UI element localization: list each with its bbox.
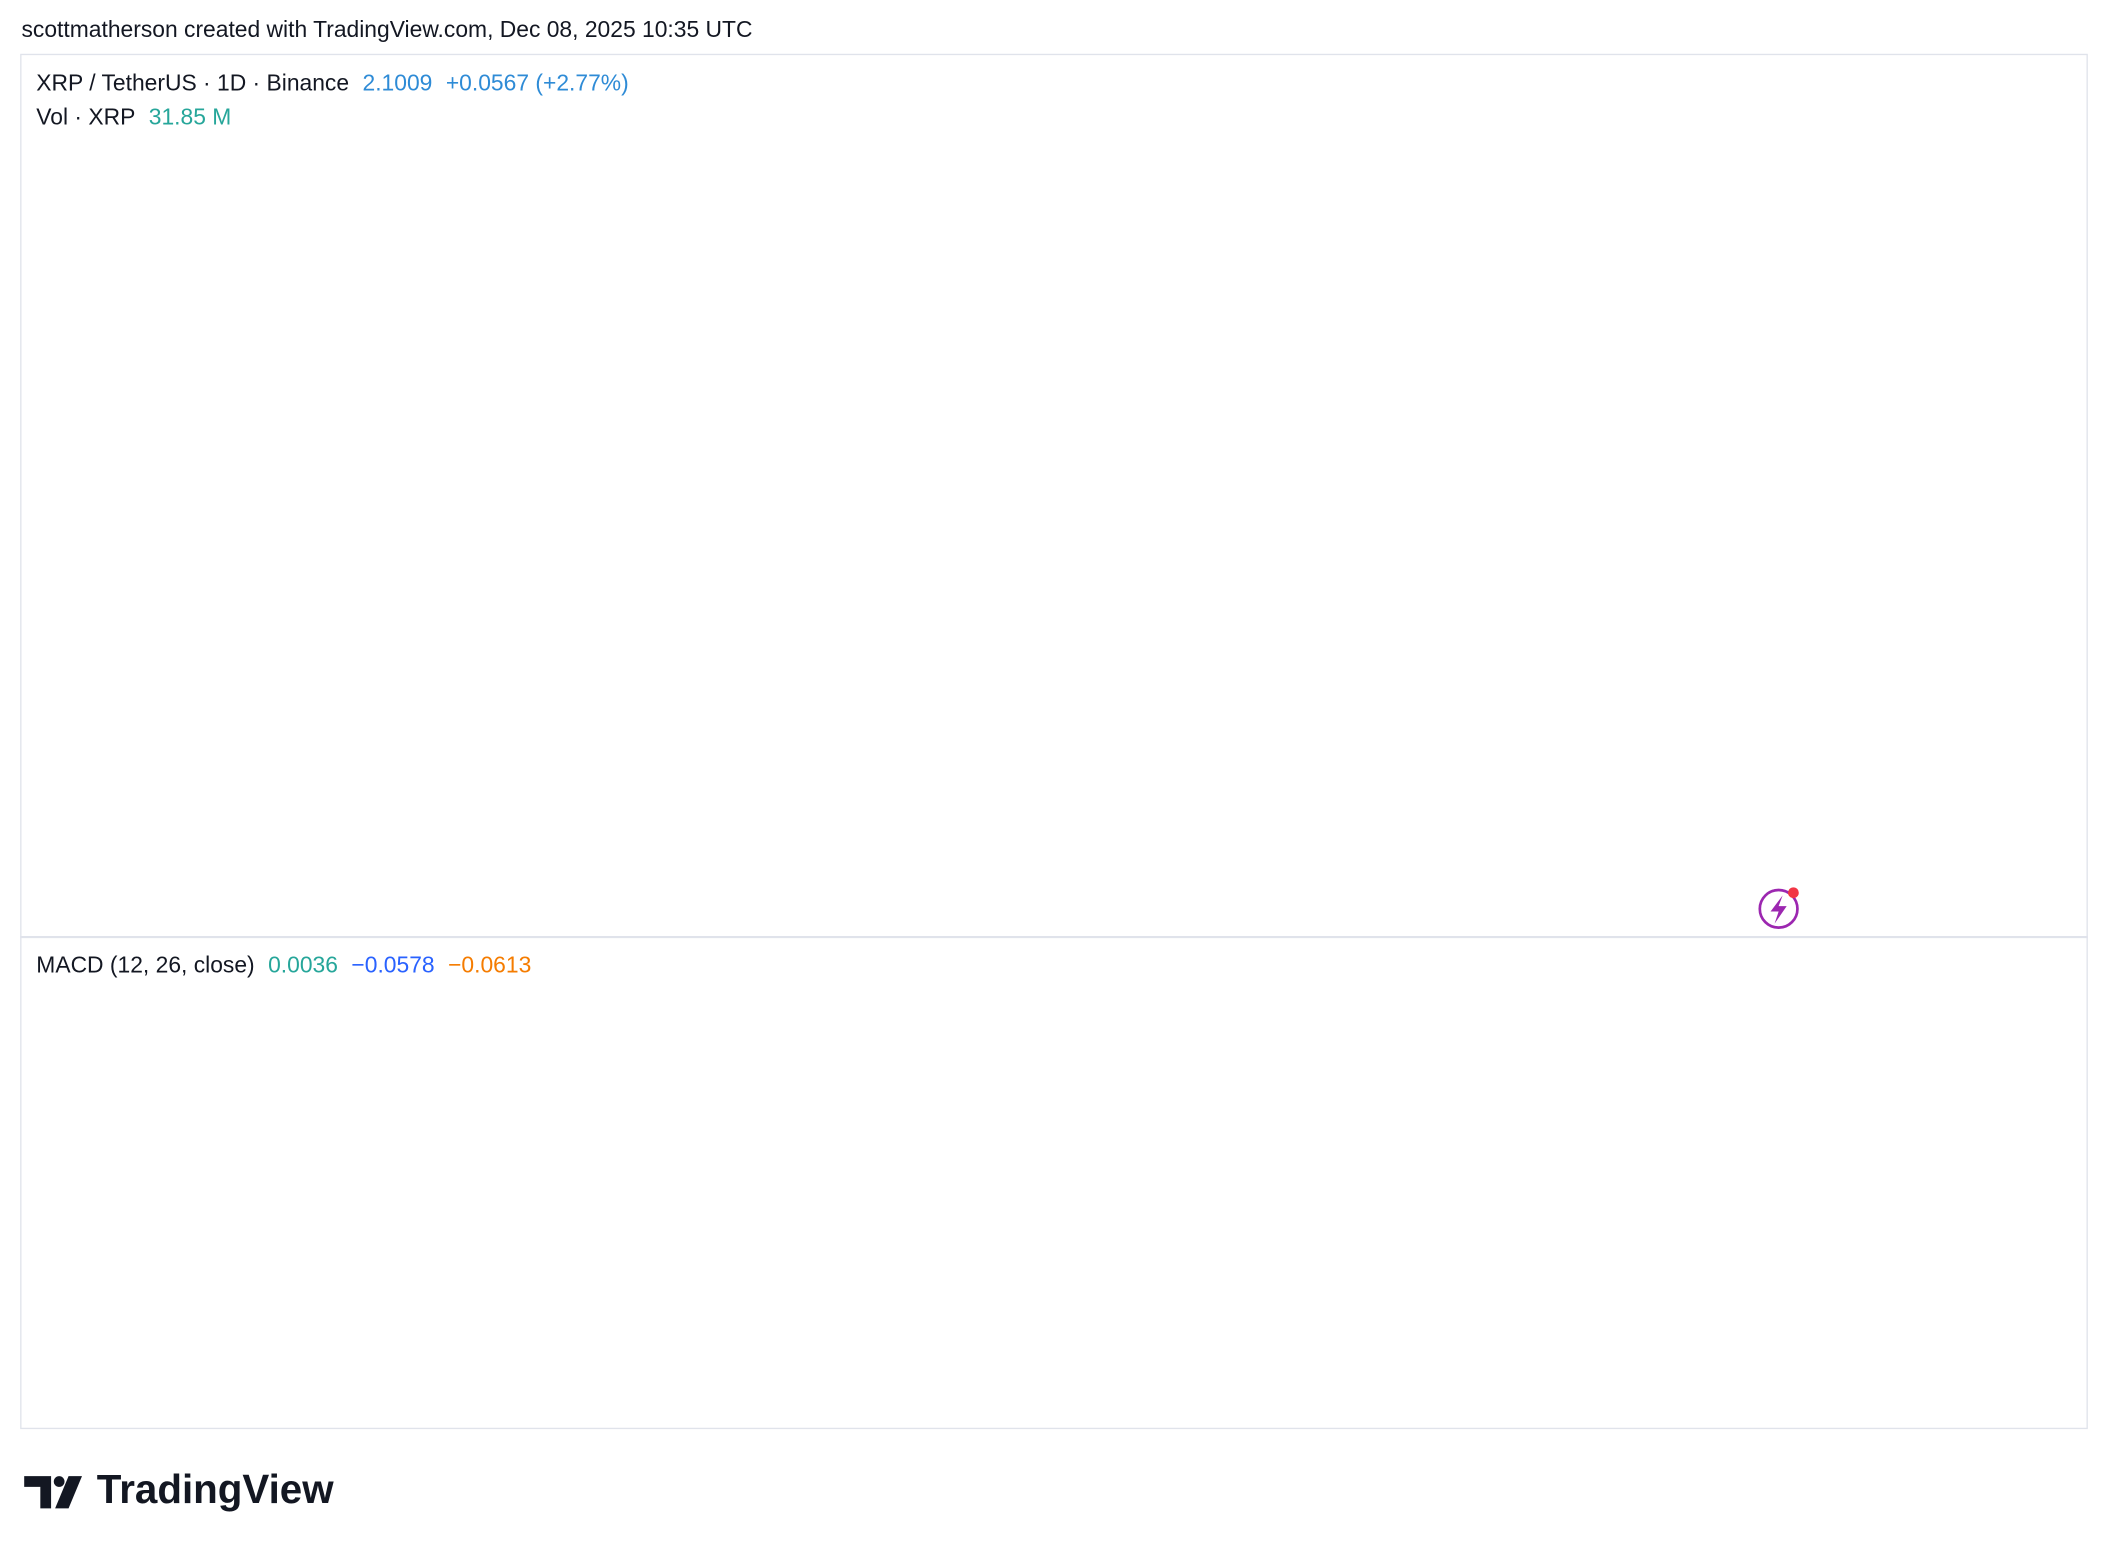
volume-last: 31.85 M	[149, 103, 232, 129]
price-legend: XRP / TetherUS · 1D · Binance 2.1009 +0.05…	[36, 70, 628, 96]
macd-legend: MACD (12, 26, close) 0.0036 −0.0578 −0.0613	[36, 952, 531, 978]
volume-title: Vol · XRP	[36, 103, 135, 129]
alert-bolt[interactable]	[1770, 895, 1787, 924]
logo-bar	[24, 1476, 52, 1509]
last-price: 2.1009	[363, 70, 433, 96]
macd-title: MACD (12, 26, close)	[36, 952, 254, 978]
volume-legend: Vol · XRP 31.85 M	[36, 103, 231, 129]
macd-last: −0.0578	[351, 952, 434, 978]
signal-last: −0.0613	[448, 952, 531, 978]
logo-slant	[55, 1476, 83, 1509]
alert-dot[interactable]	[1788, 887, 1799, 899]
footer-brand: TradingView	[97, 1466, 334, 1512]
symbol-name: XRP / TetherUS · 1D · Binance	[36, 70, 349, 96]
chart-frame	[20, 53, 2088, 1430]
histogram-last: 0.0036	[268, 952, 338, 978]
footer-logo	[24, 1476, 83, 1509]
caption: scottmatherson created with TradingView.…	[22, 16, 753, 42]
alert-icon[interactable]	[1758, 887, 1799, 929]
price-change: +0.0567 (+2.77%)	[446, 70, 629, 96]
logo-dot	[53, 1476, 65, 1487]
